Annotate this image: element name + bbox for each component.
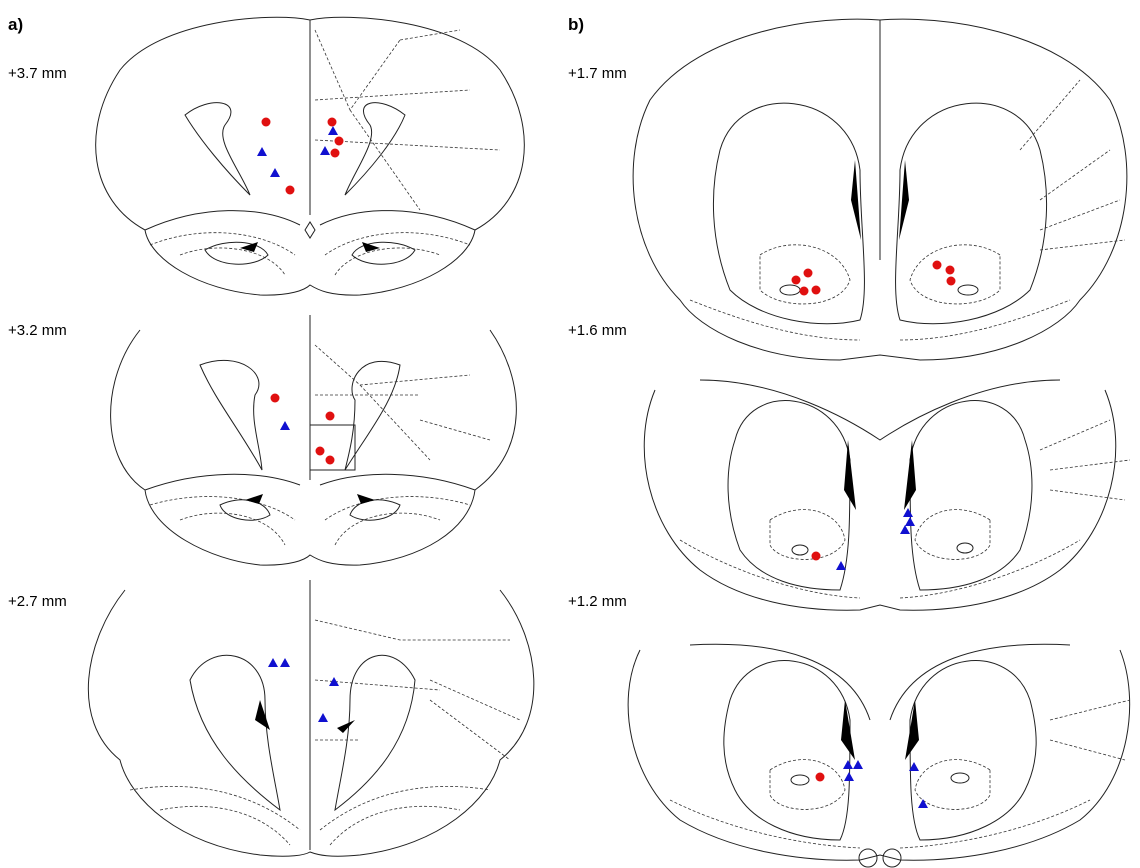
figure: a) b) +3.7 mm +3.2 mm +2.7 mm +1.7 mm +1… [0, 0, 1140, 868]
panel-label: a) [8, 15, 23, 34]
brain-section [88, 580, 534, 856]
section-label: +1.2 mm [568, 593, 627, 610]
section-label: +3.2 mm [8, 322, 67, 339]
brain-section [628, 644, 1130, 867]
section-label: +2.7 mm [8, 593, 67, 610]
blue-markers [257, 126, 928, 808]
brain-section [633, 19, 1127, 360]
red-markers [262, 118, 956, 782]
brain-section [111, 315, 517, 565]
section-label: +3.7 mm [8, 65, 67, 82]
brain-section [96, 17, 525, 295]
brain-section [644, 380, 1130, 610]
section-label: +1.7 mm [568, 65, 627, 82]
panel-label: b) [568, 15, 584, 34]
section-label: +1.6 mm [568, 322, 627, 339]
